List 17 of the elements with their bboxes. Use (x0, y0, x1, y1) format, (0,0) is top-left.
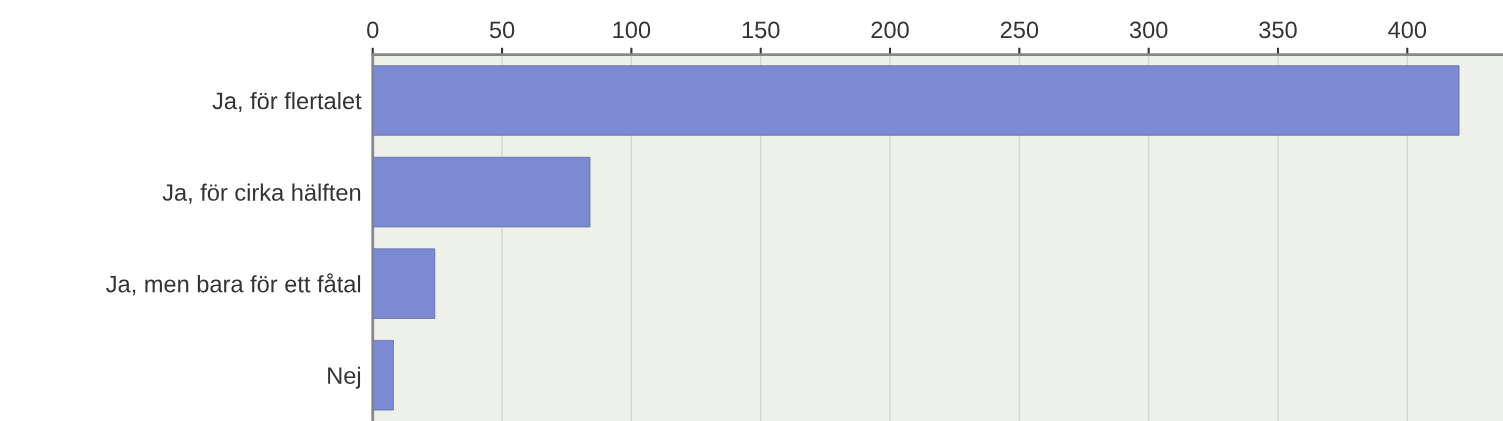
y-tick-label: Nej (328, 366, 361, 389)
x-tick-label: 150 (742, 21, 780, 39)
x-tick-label: 0 (367, 21, 379, 39)
x-tick-label: 50 (489, 21, 515, 39)
x-tick-label: 350 (1259, 21, 1297, 39)
x-tick-label: 100 (613, 21, 651, 39)
bar (372, 340, 394, 411)
bar (372, 65, 1460, 136)
y-tick-label: Ja, för cirka hälften (162, 183, 361, 204)
x-tick-label: 300 (1129, 21, 1168, 39)
bar (372, 248, 436, 319)
y-tick-label: Ja, men bara för ett fåtal (106, 273, 361, 296)
y-tick-label: Ja, för flertalet (212, 91, 362, 113)
x-tick-label: 400 (1388, 21, 1427, 39)
bar (372, 156, 591, 228)
x-tick-label: 250 (1000, 21, 1039, 39)
x-tick-label: 200 (871, 21, 909, 39)
